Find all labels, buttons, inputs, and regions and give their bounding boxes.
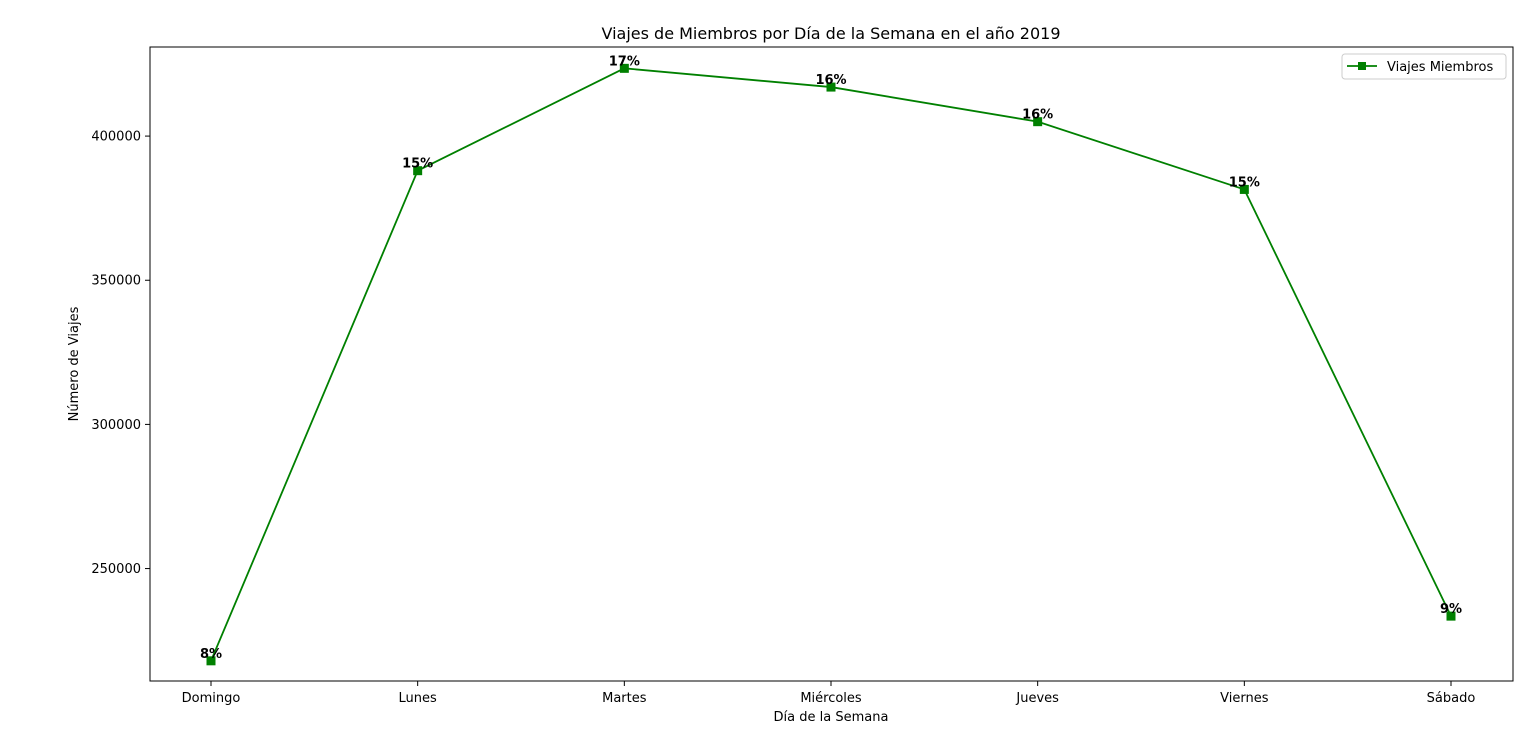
- data-point: [1239, 184, 1249, 194]
- data-point: [1446, 611, 1456, 621]
- data-point: [619, 63, 629, 73]
- data-label: 16%: [1022, 108, 1053, 123]
- data-point: [206, 656, 216, 666]
- y-tick-label: 250000: [91, 562, 141, 577]
- x-tick-label: Viernes: [1220, 691, 1269, 706]
- data-point: [413, 166, 423, 176]
- y-tick-label: 350000: [91, 274, 141, 289]
- data-label: 8%: [200, 647, 222, 662]
- data-point: [826, 82, 836, 92]
- data-label: 17%: [609, 54, 640, 69]
- data-label: 16%: [815, 73, 846, 88]
- legend: Viajes Miembros: [1341, 53, 1507, 80]
- y-tick-label: 300000: [91, 418, 141, 433]
- x-tick-label: Miércoles: [800, 691, 862, 706]
- legend-box: [1341, 53, 1507, 80]
- legend-swatch-marker: [1358, 62, 1366, 70]
- chart-title: Viajes de Miembros por Día de la Semana …: [601, 24, 1060, 43]
- x-tick-label: Lunes: [399, 691, 437, 706]
- y-axis: 250000 300000 350000 400000: [91, 130, 150, 577]
- legend-label: Viajes Miembros: [1387, 60, 1493, 75]
- x-tick-label: Martes: [602, 691, 647, 706]
- x-tick-label: Domingo: [182, 691, 241, 706]
- y-axis-title: Número de Viajes: [67, 306, 82, 421]
- series-layer: 8% 15% 17% 16% 16% 15% 9%: [200, 54, 1462, 666]
- data-label: 15%: [402, 157, 433, 172]
- y-tick-label: 400000: [91, 130, 141, 145]
- plot-area: [149, 46, 1514, 682]
- series-line: [210, 67, 1452, 662]
- x-tick-label: Sábado: [1427, 691, 1476, 706]
- x-tick-label: Jueves: [1015, 691, 1059, 706]
- x-axis: Domingo Lunes Martes Miércoles Jueves Viernes…: [182, 681, 1476, 706]
- data-label: 15%: [1229, 175, 1260, 190]
- x-axis-title: Día de la Semana: [774, 710, 889, 725]
- data-point: [1033, 117, 1043, 127]
- data-label: 9%: [1440, 602, 1462, 617]
